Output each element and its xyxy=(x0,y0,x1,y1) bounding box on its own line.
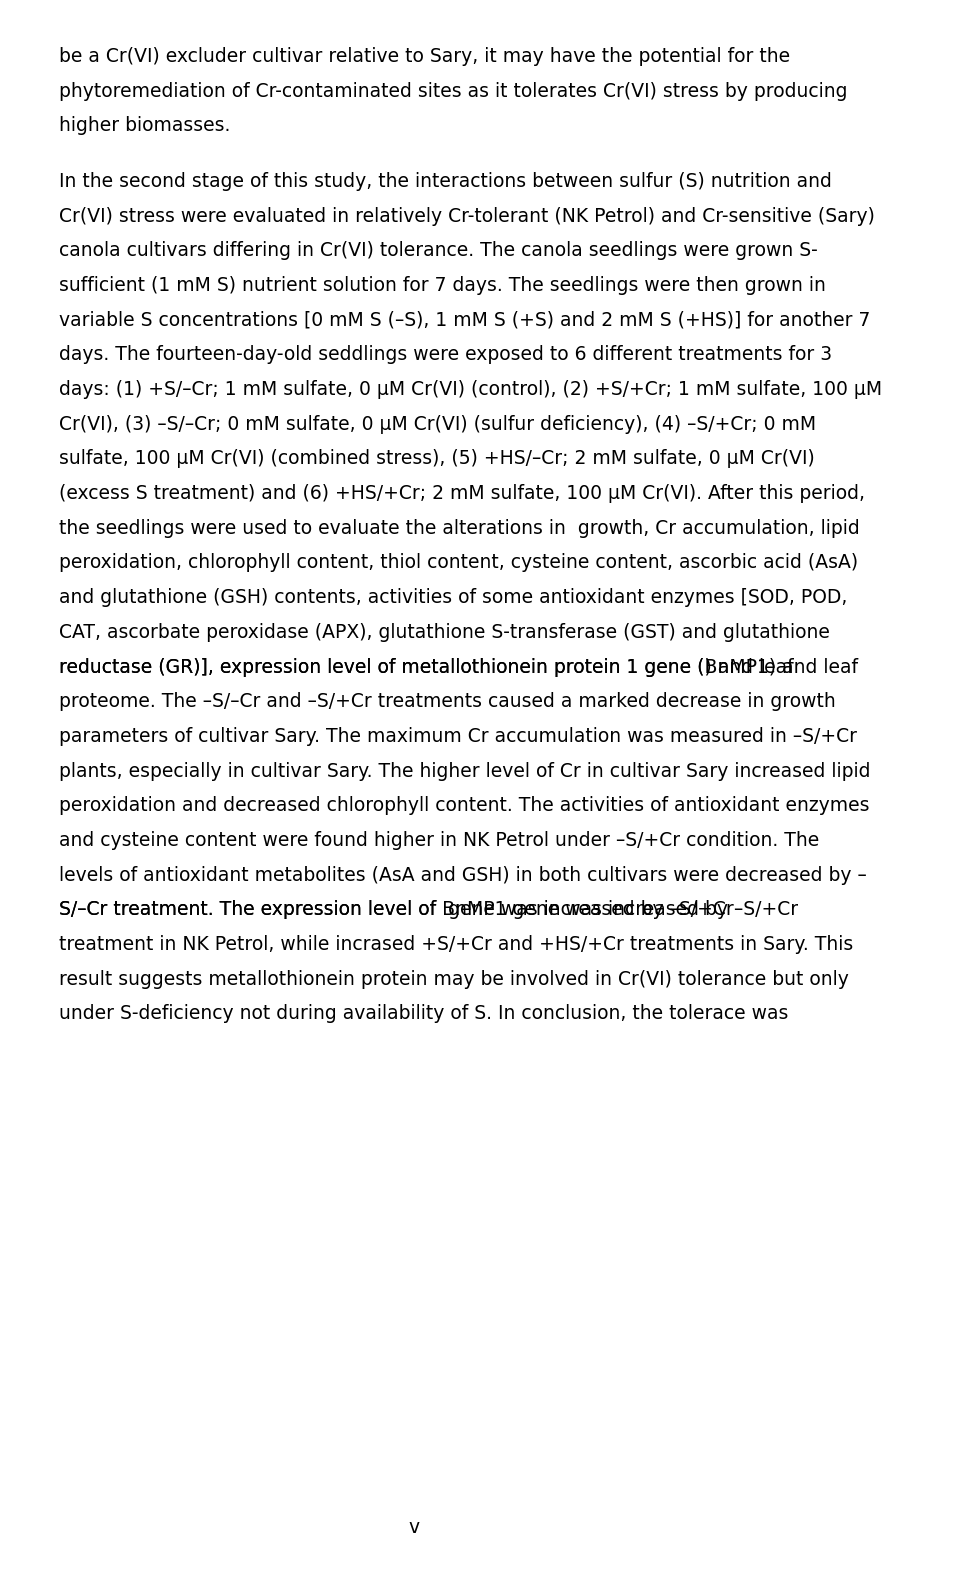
Text: plants, especially in cultivar Sary. The higher level of Cr in cultivar Sary inc: plants, especially in cultivar Sary. The… xyxy=(59,762,870,781)
Text: v: v xyxy=(409,1519,420,1536)
Text: result suggests metallothionein protein may be involved in Cr(VI) tolerance but : result suggests metallothionein protein … xyxy=(59,970,849,989)
Text: Cr(VI), (3) –S/–Cr; 0 mM sulfate, 0 μM Cr(VI) (sulfur deficiency), (4) –S/+Cr; 0: Cr(VI), (3) –S/–Cr; 0 mM sulfate, 0 μM C… xyxy=(59,414,816,433)
Text: phytoremediation of Cr-contaminated sites as it tolerates Cr(VI) stress by produ: phytoremediation of Cr-contaminated site… xyxy=(59,81,847,100)
Text: and glutathione (GSH) contents, activities of some antioxidant enzymes [SOD, POD: and glutathione (GSH) contents, activiti… xyxy=(59,589,847,608)
Text: treatment in NK Petrol, while incrased +S/+Cr and +HS/+Cr treatments in Sary. Th: treatment in NK Petrol, while incrased +… xyxy=(59,935,852,954)
Text: be a Cr(VI) excluder cultivar relative to Sary, it may have the potential for th: be a Cr(VI) excluder cultivar relative t… xyxy=(59,48,790,67)
Text: sulfate, 100 μM Cr(VI) (combined stress), (5) +HS/–Cr; 2 mM sulfate, 0 μM Cr(VI): sulfate, 100 μM Cr(VI) (combined stress)… xyxy=(59,449,814,468)
Text: sufficient (1 mM S) nutrient solution for 7 days. The seedlings were then grown : sufficient (1 mM S) nutrient solution fo… xyxy=(59,276,826,295)
Text: Cr(VI) stress were evaluated in relatively Cr-tolerant (NK Petrol) and Cr-sensit: Cr(VI) stress were evaluated in relative… xyxy=(59,206,875,225)
Text: peroxidation, chlorophyll content, thiol content, cysteine content, ascorbic aci: peroxidation, chlorophyll content, thiol… xyxy=(59,554,858,573)
Text: higher biomasses.: higher biomasses. xyxy=(59,116,230,135)
Text: reductase (GR)], expression level of metallothionein protein 1 gene (BnMP1) and : reductase (GR)], expression level of met… xyxy=(59,657,857,676)
Text: levels of antioxidant metabolites (AsA and GSH) in both cultivars were decreased: levels of antioxidant metabolites (AsA a… xyxy=(59,865,867,884)
Text: and cysteine content were found higher in NK Petrol under –S/+Cr condition. The: and cysteine content were found higher i… xyxy=(59,832,819,851)
Text: canola cultivars differing in Cr(VI) tolerance. The canola seedlings were grown : canola cultivars differing in Cr(VI) tol… xyxy=(59,241,817,260)
Text: days: (1) +S/–Cr; 1 mM sulfate, 0 μM Cr(VI) (control), (2) +S/+Cr; 1 mM sulfate,: days: (1) +S/–Cr; 1 mM sulfate, 0 μM Cr(… xyxy=(59,379,882,398)
Text: the seedlings were used to evaluate the alterations in  growth, Cr accumulation,: the seedlings were used to evaluate the … xyxy=(59,519,859,538)
Text: S/–Cr treatment. The expression level of BnMP1 gene was increased by –S/+Cr: S/–Cr treatment. The expression level of… xyxy=(59,900,798,919)
Text: S/–Cr treatment. The expression level of  gene was increased by –S/+Cr: S/–Cr treatment. The expression level of… xyxy=(59,900,733,919)
Text: days. The fourteen-day-old seddlings were exposed to 6 different treatments for : days. The fourteen-day-old seddlings wer… xyxy=(59,346,831,365)
Text: In the second stage of this study, the interactions between sulfur (S) nutrition: In the second stage of this study, the i… xyxy=(59,171,831,190)
Text: reductase (GR)], expression level of metallothionein protein 1 gene () and leaf: reductase (GR)], expression level of met… xyxy=(59,657,793,676)
Text: (excess S treatment) and (6) +HS/+Cr; 2 mM sulfate, 100 μM Cr(VI). After this pe: (excess S treatment) and (6) +HS/+Cr; 2 … xyxy=(59,484,865,503)
Text: under S-deficiency not during availability of S. In conclusion, the tolerace was: under S-deficiency not during availabili… xyxy=(59,1005,788,1024)
Text: CAT, ascorbate peroxidase (APX), glutathione S-transferase (GST) and glutathione: CAT, ascorbate peroxidase (APX), glutath… xyxy=(59,622,829,641)
Text: variable S concentrations [0 mM S (–S), 1 mM S (+S) and 2 mM S (+HS)] for anothe: variable S concentrations [0 mM S (–S), … xyxy=(59,311,870,330)
Text: peroxidation and decreased chlorophyll content. The activities of antioxidant en: peroxidation and decreased chlorophyll c… xyxy=(59,797,869,816)
Text: parameters of cultivar Sary. The maximum Cr accumulation was measured in –S/+Cr: parameters of cultivar Sary. The maximum… xyxy=(59,727,856,746)
Text: proteome. The –S/–Cr and –S/+Cr treatments caused a marked decrease in growth: proteome. The –S/–Cr and –S/+Cr treatmen… xyxy=(59,692,835,711)
